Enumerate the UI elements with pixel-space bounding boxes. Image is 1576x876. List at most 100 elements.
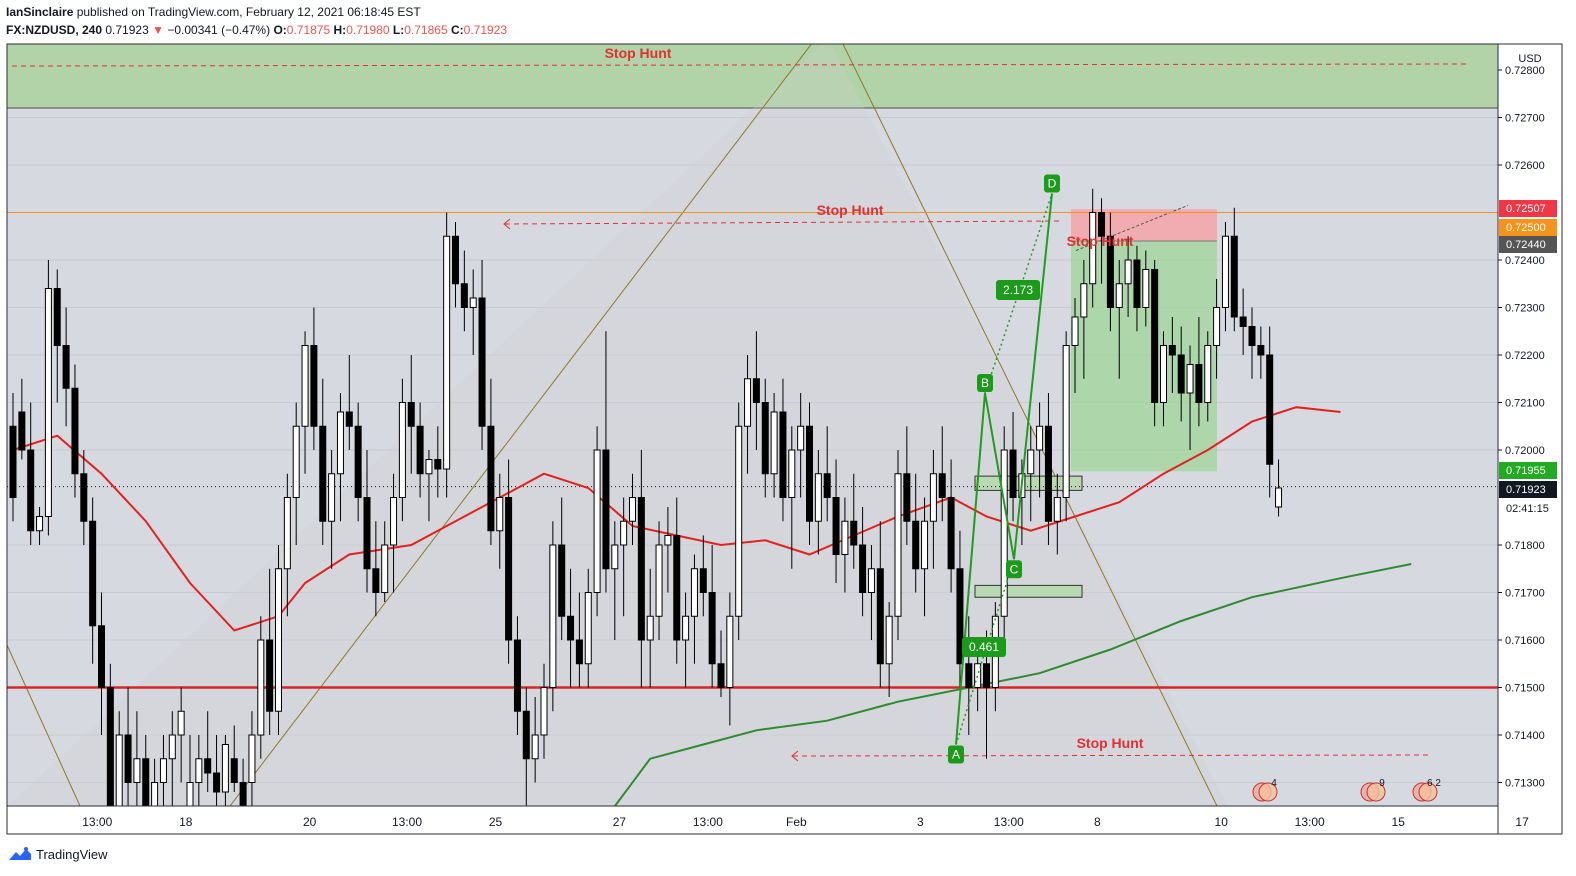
candle[interactable] — [1106, 212, 1114, 332]
harmonic-point-a[interactable]: A — [948, 745, 964, 764]
candle[interactable] — [221, 735, 229, 821]
candle[interactable] — [1177, 326, 1185, 422]
candle[interactable] — [98, 592, 105, 736]
candle[interactable] — [690, 554, 698, 664]
harmonic-point-c[interactable]: C — [1006, 560, 1022, 579]
candle[interactable] — [1160, 331, 1167, 427]
candle[interactable] — [328, 450, 336, 569]
candle[interactable] — [195, 735, 203, 806]
candle[interactable] — [381, 521, 389, 602]
candle[interactable] — [1204, 331, 1212, 422]
candle[interactable] — [903, 426, 911, 545]
candle[interactable] — [1195, 317, 1203, 427]
candle[interactable] — [168, 711, 176, 806]
author-name[interactable]: IanSinclaire — [6, 5, 74, 19]
candle[interactable] — [1000, 426, 1008, 640]
candle[interactable] — [894, 450, 902, 640]
candle[interactable] — [1266, 326, 1274, 498]
candle[interactable] — [655, 521, 663, 640]
candle[interactable] — [1053, 473, 1061, 555]
candle[interactable] — [53, 269, 61, 403]
candle[interactable] — [1248, 307, 1256, 379]
candle[interactable] — [1115, 260, 1123, 379]
candle[interactable] — [124, 687, 132, 807]
candle[interactable] — [425, 450, 433, 522]
candle[interactable] — [823, 426, 831, 522]
stop-hunt-label[interactable]: Stop Hunt — [1077, 735, 1144, 751]
candle[interactable] — [1062, 331, 1070, 522]
candle[interactable] — [859, 507, 867, 617]
candle[interactable] — [1080, 260, 1088, 379]
candle[interactable] — [629, 473, 636, 545]
candle[interactable] — [602, 331, 610, 593]
candle[interactable] — [469, 269, 477, 356]
candle[interactable] — [1133, 245, 1141, 332]
candle[interactable] — [80, 450, 88, 545]
candle[interactable] — [1027, 426, 1035, 522]
stop-hunt-label[interactable]: Stop Hunt — [1067, 233, 1134, 249]
candle[interactable] — [301, 331, 309, 474]
candle[interactable] — [204, 711, 212, 792]
candle[interactable] — [1186, 345, 1194, 451]
candle[interactable] — [664, 507, 672, 593]
candle[interactable] — [806, 402, 813, 546]
candle[interactable] — [770, 393, 778, 498]
symbol-label[interactable]: FX:NZDUSD, 240 — [6, 23, 103, 37]
candle[interactable] — [735, 402, 743, 641]
candle[interactable] — [921, 497, 929, 617]
harmonic-pattern-lines[interactable] — [955, 193, 1053, 745]
candle[interactable] — [1089, 188, 1097, 308]
candle[interactable] — [177, 687, 185, 783]
candle[interactable] — [1275, 459, 1283, 517]
harmonic-ratio-label[interactable]: 2.173 — [996, 280, 1040, 300]
candle[interactable] — [726, 592, 734, 726]
candle[interactable] — [505, 459, 513, 664]
candle[interactable] — [912, 473, 920, 593]
candle[interactable] — [620, 497, 628, 617]
candle[interactable] — [1071, 298, 1079, 393]
candle[interactable] — [1239, 288, 1247, 356]
candle[interactable] — [62, 307, 70, 427]
candle[interactable] — [1009, 412, 1017, 522]
candle[interactable] — [106, 663, 114, 840]
candle[interactable] — [540, 663, 548, 759]
candle[interactable] — [283, 473, 291, 617]
candle[interactable] — [416, 402, 424, 498]
candle[interactable] — [275, 545, 282, 735]
candle[interactable] — [44, 260, 52, 536]
candle[interactable] — [929, 450, 937, 569]
candle[interactable] — [336, 393, 344, 522]
candle[interactable] — [717, 630, 725, 698]
candle[interactable] — [947, 459, 955, 593]
candle[interactable] — [151, 758, 159, 840]
candle[interactable] — [814, 450, 822, 555]
candle[interactable] — [584, 568, 592, 688]
trend-line-left[interactable] — [7, 644, 81, 806]
candle[interactable] — [646, 568, 654, 688]
candle[interactable] — [71, 364, 79, 498]
price-axis[interactable] — [1497, 43, 1563, 835]
candle[interactable] — [1124, 236, 1132, 317]
economic-event-icon[interactable]: 9 — [1360, 778, 1386, 802]
candle[interactable] — [744, 355, 752, 474]
candle[interactable] — [752, 331, 760, 450]
candle[interactable] — [637, 450, 645, 688]
triangle-left-edge[interactable] — [229, 40, 816, 806]
candle[interactable] — [443, 212, 451, 498]
stop-hunt-label[interactable]: Stop Hunt — [817, 202, 884, 218]
candle[interactable] — [1098, 198, 1106, 284]
candle[interactable] — [850, 473, 858, 569]
candle[interactable] — [1257, 326, 1265, 379]
economic-event-icon[interactable]: 6 2 — [1412, 778, 1441, 802]
candle[interactable] — [761, 378, 769, 498]
stop-hunt-label[interactable]: Stop Hunt — [605, 45, 672, 61]
candle[interactable] — [1168, 317, 1176, 393]
candle[interactable] — [354, 402, 362, 522]
candle[interactable] — [699, 535, 707, 617]
candle[interactable] — [452, 222, 459, 308]
candle[interactable] — [487, 378, 495, 545]
candle[interactable] — [522, 687, 530, 807]
candle[interactable] — [213, 735, 221, 806]
candle[interactable] — [788, 426, 796, 569]
candle[interactable] — [832, 459, 840, 584]
